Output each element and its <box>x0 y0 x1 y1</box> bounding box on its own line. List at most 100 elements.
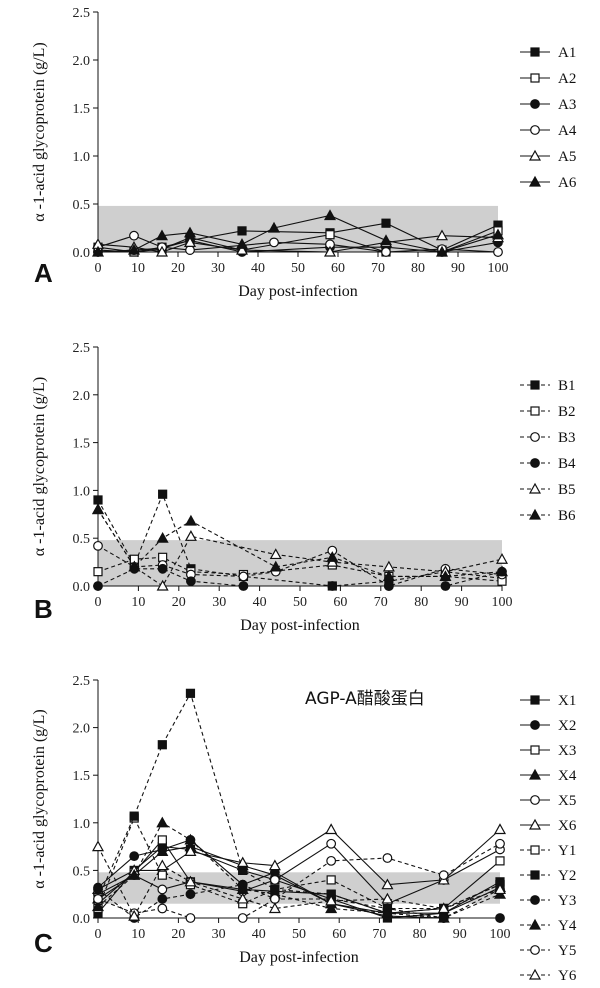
legend-item-y5: Y5 <box>520 943 576 959</box>
x-axis-label: Day post-infection <box>239 949 359 966</box>
legend-item-a3: A3 <box>520 97 576 113</box>
data-point <box>155 229 169 241</box>
y-tick-label: 2.5 <box>73 674 91 689</box>
data-point <box>93 581 103 591</box>
legend-marker <box>528 175 542 187</box>
x-tick-label: 50 <box>291 261 305 276</box>
series-a6 <box>91 209 505 257</box>
data-point <box>156 816 169 828</box>
x-tick-label: 30 <box>212 595 226 610</box>
legend-marker <box>530 745 540 755</box>
legend-item-b5: B5 <box>520 482 576 498</box>
data-point <box>128 909 141 921</box>
data-point <box>495 913 505 923</box>
data-point <box>269 237 279 248</box>
data-point <box>156 859 169 871</box>
x-tick-label: 90 <box>453 927 467 942</box>
x-tick-label: 30 <box>212 927 226 942</box>
x-tick-label: 60 <box>333 595 347 610</box>
legend-label: A6 <box>558 175 577 191</box>
legend-marker <box>530 695 540 705</box>
data-point <box>327 581 338 591</box>
data-point <box>185 688 196 698</box>
data-point <box>127 243 141 255</box>
x-tick-label: 100 <box>490 927 511 942</box>
panel-letter: B <box>34 594 53 624</box>
legend-label: X5 <box>558 793 576 809</box>
series-line <box>97 568 503 587</box>
data-point <box>435 245 449 257</box>
legend-marker <box>528 482 542 494</box>
data-point <box>382 853 393 863</box>
legend-label: X2 <box>558 718 576 734</box>
x-tick-label: 40 <box>252 927 266 942</box>
x-tick-label: 70 <box>374 595 388 610</box>
y-tick-label: 1.0 <box>73 484 91 499</box>
x-tick-label: 20 <box>172 595 186 610</box>
x-tick-label: 60 <box>331 261 345 276</box>
legend-item-a1: A1 <box>520 45 576 61</box>
legend-item-y2: Y2 <box>520 868 576 884</box>
legend-item-x1: X1 <box>520 693 576 709</box>
data-point <box>129 811 139 821</box>
data-point <box>439 570 452 582</box>
series-b6 <box>91 503 509 582</box>
legend-item-y4: Y4 <box>520 918 577 934</box>
data-point <box>493 883 507 895</box>
legend-marker <box>528 818 542 830</box>
data-point <box>157 903 168 914</box>
legend-label: Y2 <box>558 868 576 884</box>
data-point <box>156 579 169 591</box>
data-point <box>184 530 197 541</box>
legend-item-b4: B4 <box>520 456 576 472</box>
legend-label: B3 <box>558 430 576 446</box>
y-axis-label: α -1-acid glycoprotein (g/L) <box>31 709 48 888</box>
data-point <box>156 845 169 856</box>
y-tick-label: 1.0 <box>73 817 91 832</box>
data-point <box>268 859 281 871</box>
legend-item-x4: X4 <box>520 768 577 784</box>
legend-item-y3: Y3 <box>520 893 576 909</box>
series-line <box>97 839 500 919</box>
data-point <box>269 894 280 904</box>
data-point <box>128 868 141 880</box>
x-tick-label: 10 <box>131 261 145 276</box>
legend-marker <box>528 149 542 161</box>
legend-item-y1: Y1 <box>520 843 576 859</box>
x-tick-label: 40 <box>251 261 265 276</box>
series-line <box>97 822 501 919</box>
data-point <box>382 570 395 582</box>
legend-label: Y1 <box>558 843 576 859</box>
data-point <box>323 209 337 221</box>
legend-item-a6: A6 <box>520 175 577 191</box>
x-tick-label: 0 <box>95 261 102 276</box>
series-line <box>97 545 503 587</box>
panel-letter: A <box>34 258 53 288</box>
data-point <box>381 218 391 228</box>
legend-label: B2 <box>558 404 576 420</box>
y-tick-label: 1.0 <box>73 150 91 165</box>
data-point <box>129 230 139 241</box>
data-point <box>235 243 249 255</box>
data-point <box>157 740 167 750</box>
x-tick-label: 100 <box>492 595 513 610</box>
legend-marker <box>530 720 540 730</box>
data-point <box>326 838 337 849</box>
x-tick-label: 0 <box>95 595 102 610</box>
data-point <box>91 900 105 912</box>
legend-label: Y3 <box>558 893 576 909</box>
legend-label: Y6 <box>558 968 577 984</box>
legend-marker <box>530 125 540 135</box>
data-point <box>326 855 337 866</box>
data-point <box>157 563 168 574</box>
data-point <box>237 913 248 923</box>
legend-label: B1 <box>558 378 576 394</box>
data-point <box>158 489 168 499</box>
x-tick-label: 10 <box>131 927 145 942</box>
legend-marker <box>530 870 540 880</box>
legend-item-x5: X5 <box>520 793 576 809</box>
data-point <box>437 911 450 923</box>
data-point <box>269 560 282 572</box>
legend-marker <box>528 768 542 780</box>
